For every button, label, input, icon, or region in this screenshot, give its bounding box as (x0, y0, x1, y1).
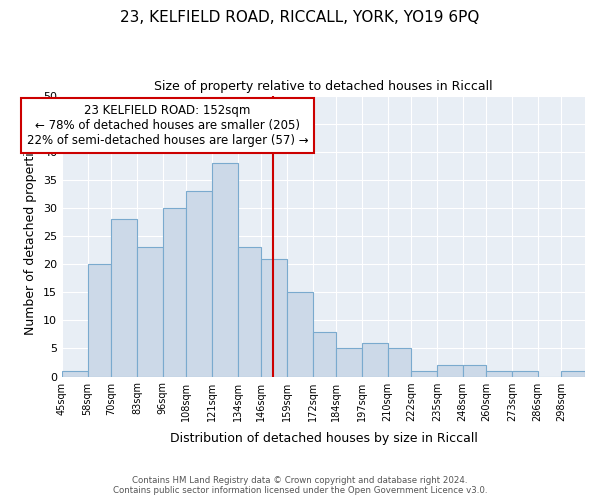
Bar (137, 248, 163, 376)
Bar (62, 371, 88, 376)
X-axis label: Distribution of detached houses by size in Riccall: Distribution of detached houses by size … (170, 432, 478, 445)
Y-axis label: Number of detached properties: Number of detached properties (25, 138, 37, 334)
Text: Contains HM Land Registry data © Crown copyright and database right 2024.
Contai: Contains HM Land Registry data © Crown c… (113, 476, 487, 495)
Bar (111, 219, 137, 376)
Bar (336, 348, 362, 376)
Bar (412, 371, 437, 376)
Bar (88, 264, 111, 376)
Bar (287, 292, 313, 376)
Bar (487, 371, 512, 376)
Bar (186, 191, 212, 376)
Bar (212, 163, 238, 376)
Bar (437, 366, 463, 376)
Bar (313, 332, 336, 376)
Title: Size of property relative to detached houses in Riccall: Size of property relative to detached ho… (154, 80, 493, 93)
Bar (238, 248, 261, 376)
Bar (388, 348, 412, 376)
Bar (362, 343, 388, 376)
Text: 23 KELFIELD ROAD: 152sqm
← 78% of detached houses are smaller (205)
22% of semi-: 23 KELFIELD ROAD: 152sqm ← 78% of detach… (27, 104, 308, 147)
Bar (261, 258, 287, 376)
Bar (562, 371, 585, 376)
Bar (163, 208, 186, 376)
Text: 23, KELFIELD ROAD, RICCALL, YORK, YO19 6PQ: 23, KELFIELD ROAD, RICCALL, YORK, YO19 6… (121, 10, 479, 25)
Bar (463, 366, 487, 376)
Bar (512, 371, 538, 376)
